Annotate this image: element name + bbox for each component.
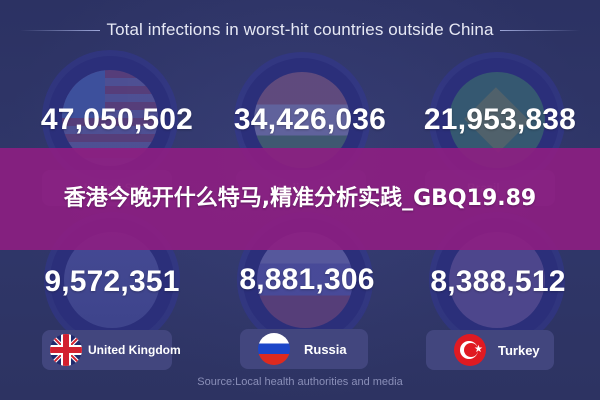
title-row: Total infections in worst-hit countries … [0,18,600,42]
infections-india: 34,426,036 [233,103,387,136]
country-circle-us [48,56,172,180]
infections-brazil: 21,953,838 [423,103,577,136]
banner-text: 香港今晚开什么特马,精准分析实践_GBQ19.89 [63,186,537,211]
infections-uk: 9,572,351 [44,265,180,298]
page-title: Total infections in worst-hit countries … [106,20,494,39]
pill-russia-label: Russia [304,341,347,357]
overlay-banner: 香港今晚开什么特马,精准分析实践_GBQ19.89 [0,148,600,250]
pill-russia: Russia [240,329,368,369]
title-divider-right [499,29,580,31]
infections-turkey: 8,388,512 [430,265,566,298]
uk-flag-icon [50,334,82,366]
turkey-flag-icon: ★ [454,334,486,366]
russia-flag-icon [258,333,290,365]
pill-uk-label: United Kingdom [88,343,181,357]
pill-uk: United Kingdom [42,330,181,370]
title-divider-left [20,29,101,31]
infections-us: 47,050,502 [40,103,194,136]
source-note: Source:Local health authorities and medi… [197,376,403,388]
pill-turkey-label: Turkey [498,342,540,358]
pill-turkey: ★ Turkey [426,330,554,370]
infections-russia: 8,881,306 [239,263,375,296]
